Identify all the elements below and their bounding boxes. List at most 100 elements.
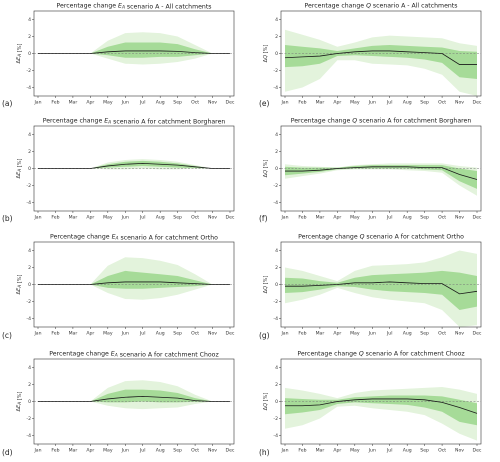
- x-tick-label: Apr: [86, 100, 94, 106]
- panel-title: Percentage change EA scenario A for catc…: [50, 234, 218, 242]
- y-axis-label: ΔQ [%]: [263, 276, 269, 294]
- median-line: [38, 50, 230, 54]
- y-tick-label: 2: [275, 149, 278, 155]
- x-tick-label: Aug: [403, 215, 412, 221]
- y-tick-label: -4: [26, 200, 31, 206]
- chart-panel: -4 -2 0 2 4 Jan Feb Mar Apr May Jun Jul Aug Sep Oct Nov…: [259, 351, 482, 458]
- x-tick-label: Dec: [473, 100, 482, 106]
- x-tick-label: Oct: [191, 215, 199, 221]
- x-tick-label: Dec: [226, 215, 235, 221]
- y-tick-label: 0: [28, 282, 31, 288]
- x-tick-label: Dec: [226, 331, 235, 337]
- x-tick-label: Aug: [403, 331, 412, 337]
- y-tick-label: 4: [275, 365, 278, 371]
- x-tick-label: Aug: [403, 448, 412, 454]
- y-tick-label: 4: [28, 365, 31, 371]
- x-tick-label: Oct: [191, 331, 199, 337]
- x-tick-label: Feb: [298, 331, 306, 337]
- x-tick-label: Mar: [69, 448, 78, 454]
- inner-uncertainty-band: [38, 160, 230, 169]
- x-tick-label: Feb: [298, 100, 306, 106]
- y-tick-label: 2: [28, 149, 31, 155]
- x-tick-label: Oct: [191, 100, 199, 106]
- outer-uncertainty-band: [285, 29, 477, 96]
- panel-title: Percentage change Q scenario A for catch…: [297, 351, 464, 358]
- x-tick-label: Apr: [333, 331, 341, 337]
- x-tick-label: Sep: [173, 215, 182, 221]
- panel-title: Percentage change Q scenario A - All cat…: [305, 3, 458, 10]
- x-tick-label: Aug: [156, 215, 165, 221]
- y-tick-label: 0: [275, 166, 278, 172]
- x-tick-label: Jan: [280, 100, 288, 106]
- y-tick-label: -4: [26, 316, 31, 322]
- x-tick-label: Mar: [69, 215, 78, 221]
- y-tick-label: 4: [275, 132, 278, 138]
- y-axis-label: ΔQ [%]: [263, 393, 269, 411]
- x-tick-label: Nov: [208, 448, 217, 454]
- panel-title: Percentage change EA scenario A for catc…: [43, 118, 226, 126]
- x-tick-label: Sep: [173, 448, 182, 454]
- y-tick-label: -2: [273, 416, 278, 422]
- x-tick-label: Jul: [139, 215, 146, 221]
- x-tick-label: May: [103, 215, 113, 221]
- chart-panel: -4 -2 0 2 4 Jan Feb Mar Apr May Jun Jul Aug Sep Oct Nov…: [259, 118, 482, 224]
- x-tick-label: Sep: [420, 331, 429, 337]
- panel-tag-label: (c): [2, 331, 12, 340]
- panel-tag-label: (b): [2, 214, 13, 223]
- chart-panel: -4 -2 0 2 4 Jan Feb Mar Apr May Jun Jul Aug Sep Oct Nov…: [2, 234, 235, 341]
- x-tick-label: Aug: [403, 100, 412, 106]
- inner-uncertainty-band: [285, 395, 477, 426]
- y-tick-label: -2: [26, 299, 31, 305]
- x-tick-label: Jul: [139, 448, 146, 454]
- x-tick-label: Sep: [420, 215, 429, 221]
- x-tick-label: Dec: [473, 331, 482, 337]
- y-tick-label: -4: [273, 433, 278, 439]
- x-tick-label: Jan: [280, 215, 288, 221]
- y-tick-label: 0: [275, 282, 278, 288]
- panel-tag-label: (e): [259, 99, 270, 108]
- x-tick-label: Jun: [121, 448, 129, 454]
- x-tick-label: Dec: [473, 215, 482, 221]
- median-line: [284, 50, 477, 65]
- x-tick-label: Jan: [33, 331, 41, 337]
- x-tick-label: Feb: [51, 215, 59, 221]
- x-tick-label: Oct: [438, 215, 446, 221]
- panel-tag-label: (f): [259, 214, 268, 223]
- x-tick-label: May: [350, 100, 360, 106]
- x-tick-label: Mar: [69, 100, 78, 106]
- x-tick-label: Jan: [280, 331, 288, 337]
- x-tick-label: Aug: [156, 331, 165, 337]
- x-tick-label: Jul: [386, 448, 393, 454]
- panel-tag-label: (g): [259, 331, 270, 340]
- x-tick-label: Mar: [316, 215, 325, 221]
- x-tick-label: Jun: [368, 100, 376, 106]
- x-tick-label: Dec: [226, 100, 235, 106]
- x-tick-label: Sep: [173, 100, 182, 106]
- y-tick-label: 0: [275, 51, 278, 57]
- x-tick-label: Nov: [208, 331, 217, 337]
- y-tick-label: 0: [28, 399, 31, 405]
- x-tick-label: Apr: [333, 215, 341, 221]
- x-tick-label: Jun: [368, 215, 376, 221]
- median-line: [38, 395, 230, 402]
- median-line: [38, 162, 230, 169]
- y-tick-label: -2: [273, 299, 278, 305]
- y-axis-label: ΔEA [%]: [16, 159, 23, 179]
- x-tick-label: Feb: [298, 448, 306, 454]
- chart-panel: -4 -2 0 2 4 Jan Feb Mar Apr May Jun Jul Aug Sep Oct Nov…: [2, 351, 235, 458]
- x-tick-label: Feb: [51, 448, 59, 454]
- x-tick-label: Nov: [208, 215, 217, 221]
- x-tick-label: Apr: [333, 100, 341, 106]
- x-tick-label: Nov: [455, 100, 464, 106]
- panel-tag-label: (d): [2, 448, 13, 457]
- y-tick-label: -2: [26, 183, 31, 189]
- x-tick-label: Mar: [316, 448, 325, 454]
- y-tick-label: 2: [28, 382, 31, 388]
- x-tick-label: Oct: [438, 331, 446, 337]
- panel-title: Percentage change EA scenario A for catc…: [49, 351, 218, 359]
- x-tick-label: Jan: [33, 100, 41, 106]
- inner-uncertainty-band: [38, 42, 230, 58]
- y-tick-label: -2: [273, 183, 278, 189]
- x-tick-label: Jan: [33, 448, 41, 454]
